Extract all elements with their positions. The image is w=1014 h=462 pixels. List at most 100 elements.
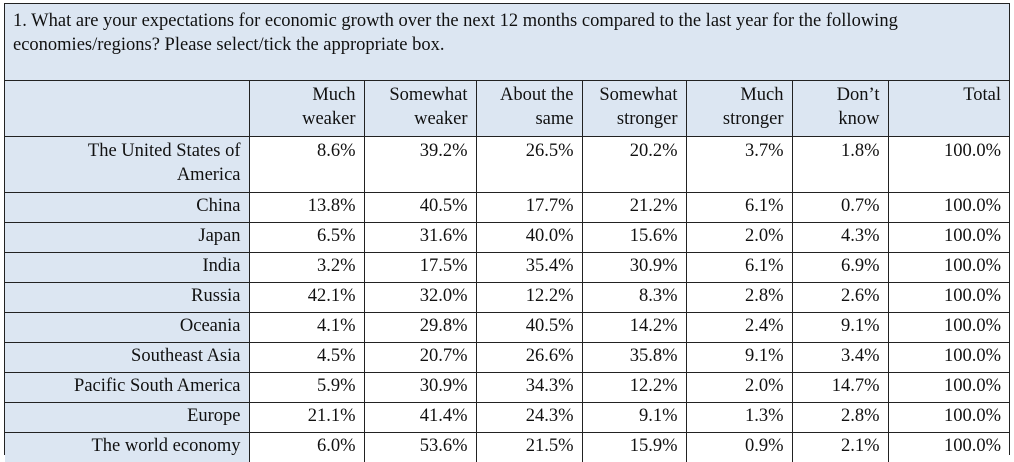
column-header: Much weaker: [249, 81, 364, 137]
value-cell: 2.1%: [792, 433, 888, 462]
value-cell: 100.0%: [888, 253, 1009, 283]
column-header-line1: Much: [740, 85, 783, 105]
row-label: The United States of America: [5, 137, 249, 193]
value-cell: 9.1%: [582, 403, 686, 433]
column-header-line2: stronger: [723, 109, 784, 129]
row-label: India: [5, 253, 249, 283]
value-cell: 17.5%: [364, 253, 476, 283]
column-header-line2: same: [535, 109, 573, 129]
value-cell: 100.0%: [888, 373, 1009, 403]
value-cell: 1.3%: [686, 403, 792, 433]
value-cell: 0.9%: [686, 433, 792, 462]
corner-cell: [5, 81, 249, 137]
value-cell: 100.0%: [888, 343, 1009, 373]
value-cell: 17.7%: [476, 193, 582, 223]
value-cell: 12.2%: [476, 283, 582, 313]
value-cell: 6.9%: [792, 253, 888, 283]
value-cell: 13.8%: [249, 193, 364, 223]
value-cell: 35.4%: [476, 253, 582, 283]
value-cell: 9.1%: [686, 343, 792, 373]
row-label: China: [5, 193, 249, 223]
value-cell: 30.9%: [582, 253, 686, 283]
row-label: The world economy: [5, 433, 249, 462]
column-header-line1: Total: [963, 85, 1001, 105]
value-cell: 15.9%: [582, 433, 686, 462]
row-label-line2: America: [177, 165, 241, 185]
header-row: Much weaker Somewhat weaker About the same Som…: [5, 81, 1009, 137]
column-header: Much stronger: [686, 81, 792, 137]
value-cell: 1.8%: [792, 137, 888, 193]
value-cell: 0.7%: [792, 193, 888, 223]
column-header-line1: Much: [312, 85, 355, 105]
column-header-line2: stronger: [617, 109, 678, 129]
value-cell: 2.8%: [686, 283, 792, 313]
value-cell: 6.5%: [249, 223, 364, 253]
value-cell: 26.5%: [476, 137, 582, 193]
row-label: Oceania: [5, 313, 249, 343]
value-cell: 9.1%: [792, 313, 888, 343]
column-header-line2: know: [838, 109, 879, 129]
value-cell: 15.6%: [582, 223, 686, 253]
table-body: The United States of America 8.6%39.2%26.5…: [5, 137, 1009, 462]
value-cell: 29.8%: [364, 313, 476, 343]
value-cell: 3.2%: [249, 253, 364, 283]
column-header-line2: weaker: [302, 109, 355, 129]
row-label: Southeast Asia: [5, 343, 249, 373]
value-cell: 8.3%: [582, 283, 686, 313]
value-cell: 6.0%: [249, 433, 364, 462]
value-cell: 21.2%: [582, 193, 686, 223]
results-table: Much weaker Somewhat weaker About the same Som…: [5, 81, 1009, 462]
column-header-line2: weaker: [414, 109, 467, 129]
value-cell: 4.3%: [792, 223, 888, 253]
column-header-line1: Somewhat: [599, 85, 677, 105]
value-cell: 3.7%: [686, 137, 792, 193]
value-cell: 2.0%: [686, 373, 792, 403]
column-header: Somewhat stronger: [582, 81, 686, 137]
value-cell: 100.0%: [888, 223, 1009, 253]
row-label: Russia: [5, 283, 249, 313]
column-header-line1: Somewhat: [389, 85, 467, 105]
value-cell: 100.0%: [888, 433, 1009, 462]
value-cell: 20.7%: [364, 343, 476, 373]
row-label: Europe: [5, 403, 249, 433]
value-cell: 41.4%: [364, 403, 476, 433]
value-cell: 4.1%: [249, 313, 364, 343]
row-label: Japan: [5, 223, 249, 253]
value-cell: 5.9%: [249, 373, 364, 403]
value-cell: 21.5%: [476, 433, 582, 462]
value-cell: 39.2%: [364, 137, 476, 193]
column-header-line1: About the: [500, 85, 573, 105]
column-header: Total: [888, 81, 1009, 137]
column-header-line1: Don’t: [837, 85, 880, 105]
value-cell: 21.1%: [249, 403, 364, 433]
value-cell: 12.2%: [582, 373, 686, 403]
value-cell: 42.1%: [249, 283, 364, 313]
value-cell: 3.4%: [792, 343, 888, 373]
value-cell: 31.6%: [364, 223, 476, 253]
value-cell: 32.0%: [364, 283, 476, 313]
value-cell: 2.4%: [686, 313, 792, 343]
row-label-line1: The United States of: [88, 141, 241, 161]
value-cell: 20.2%: [582, 137, 686, 193]
value-cell: 100.0%: [888, 313, 1009, 343]
row-label: Pacific South America: [5, 373, 249, 403]
value-cell: 14.2%: [582, 313, 686, 343]
value-cell: 6.1%: [686, 253, 792, 283]
value-cell: 100.0%: [888, 137, 1009, 193]
value-cell: 26.6%: [476, 343, 582, 373]
value-cell: 2.6%: [792, 283, 888, 313]
column-header: Don’t know: [792, 81, 888, 137]
value-cell: 100.0%: [888, 403, 1009, 433]
value-cell: 2.8%: [792, 403, 888, 433]
value-cell: 8.6%: [249, 137, 364, 193]
table-row: The United States of America 8.6%39.2%26.5…: [5, 137, 1009, 193]
question-text: 1. What are your expectations for econom…: [5, 4, 1009, 81]
